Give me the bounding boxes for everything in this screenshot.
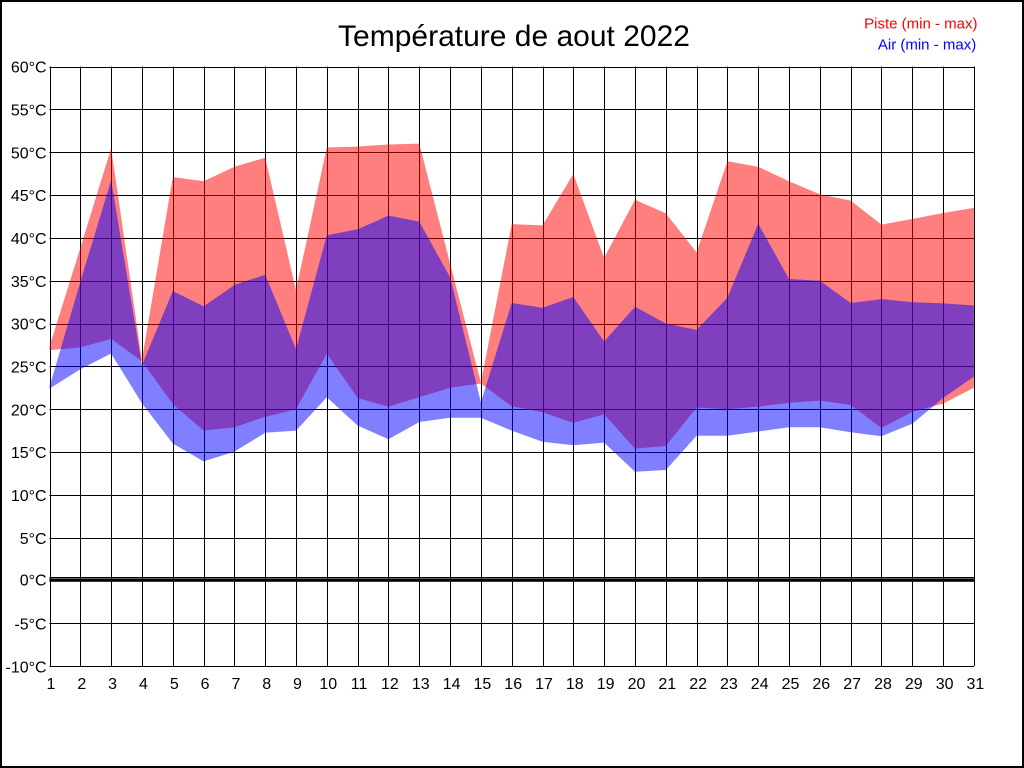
svg-text:7: 7 xyxy=(231,676,240,693)
svg-text:45°C: 45°C xyxy=(11,188,47,205)
svg-text:29: 29 xyxy=(905,676,923,693)
svg-text:31: 31 xyxy=(967,676,985,693)
svg-text:30: 30 xyxy=(936,676,954,693)
svg-text:19: 19 xyxy=(597,676,615,693)
svg-text:13: 13 xyxy=(412,676,430,693)
svg-text:17: 17 xyxy=(535,676,553,693)
svg-text:22: 22 xyxy=(689,676,707,693)
svg-text:5°C: 5°C xyxy=(20,531,47,548)
svg-text:6: 6 xyxy=(201,676,210,693)
svg-text:30°C: 30°C xyxy=(11,317,47,334)
svg-text:35°C: 35°C xyxy=(11,274,47,291)
svg-text:Air (min - max): Air (min - max) xyxy=(878,36,976,53)
svg-text:10°C: 10°C xyxy=(11,488,47,505)
svg-text:21: 21 xyxy=(658,676,676,693)
svg-text:25: 25 xyxy=(782,676,800,693)
svg-text:20: 20 xyxy=(628,676,646,693)
svg-text:15: 15 xyxy=(474,676,492,693)
svg-text:15°C: 15°C xyxy=(11,445,47,462)
svg-text:4: 4 xyxy=(139,676,148,693)
svg-text:Piste (min - max): Piste (min - max) xyxy=(864,16,977,33)
svg-text:23: 23 xyxy=(720,676,738,693)
svg-text:3: 3 xyxy=(108,676,117,693)
svg-text:1: 1 xyxy=(47,676,56,693)
svg-text:20°C: 20°C xyxy=(11,402,47,419)
svg-text:55°C: 55°C xyxy=(11,103,47,120)
svg-text:40°C: 40°C xyxy=(11,231,47,248)
svg-text:24: 24 xyxy=(751,676,769,693)
svg-text:-5°C: -5°C xyxy=(14,617,46,634)
svg-text:14: 14 xyxy=(443,676,461,693)
svg-text:10: 10 xyxy=(319,676,337,693)
svg-text:16: 16 xyxy=(504,676,522,693)
svg-text:28: 28 xyxy=(874,676,892,693)
svg-text:2: 2 xyxy=(77,676,86,693)
svg-text:11: 11 xyxy=(351,676,368,693)
svg-text:5: 5 xyxy=(170,676,179,693)
svg-text:27: 27 xyxy=(843,676,861,693)
svg-text:12: 12 xyxy=(381,676,399,693)
svg-text:26: 26 xyxy=(812,676,830,693)
svg-text:25°C: 25°C xyxy=(11,360,47,377)
svg-text:18: 18 xyxy=(566,676,584,693)
svg-text:50°C: 50°C xyxy=(11,145,47,162)
svg-text:Température de aout 2022: Température de aout 2022 xyxy=(338,20,690,53)
svg-text:0°C: 0°C xyxy=(20,573,47,590)
svg-text:9: 9 xyxy=(293,676,302,693)
svg-text:60°C: 60°C xyxy=(11,60,47,77)
svg-text:8: 8 xyxy=(262,676,271,693)
svg-text:-10°C: -10°C xyxy=(6,659,47,676)
